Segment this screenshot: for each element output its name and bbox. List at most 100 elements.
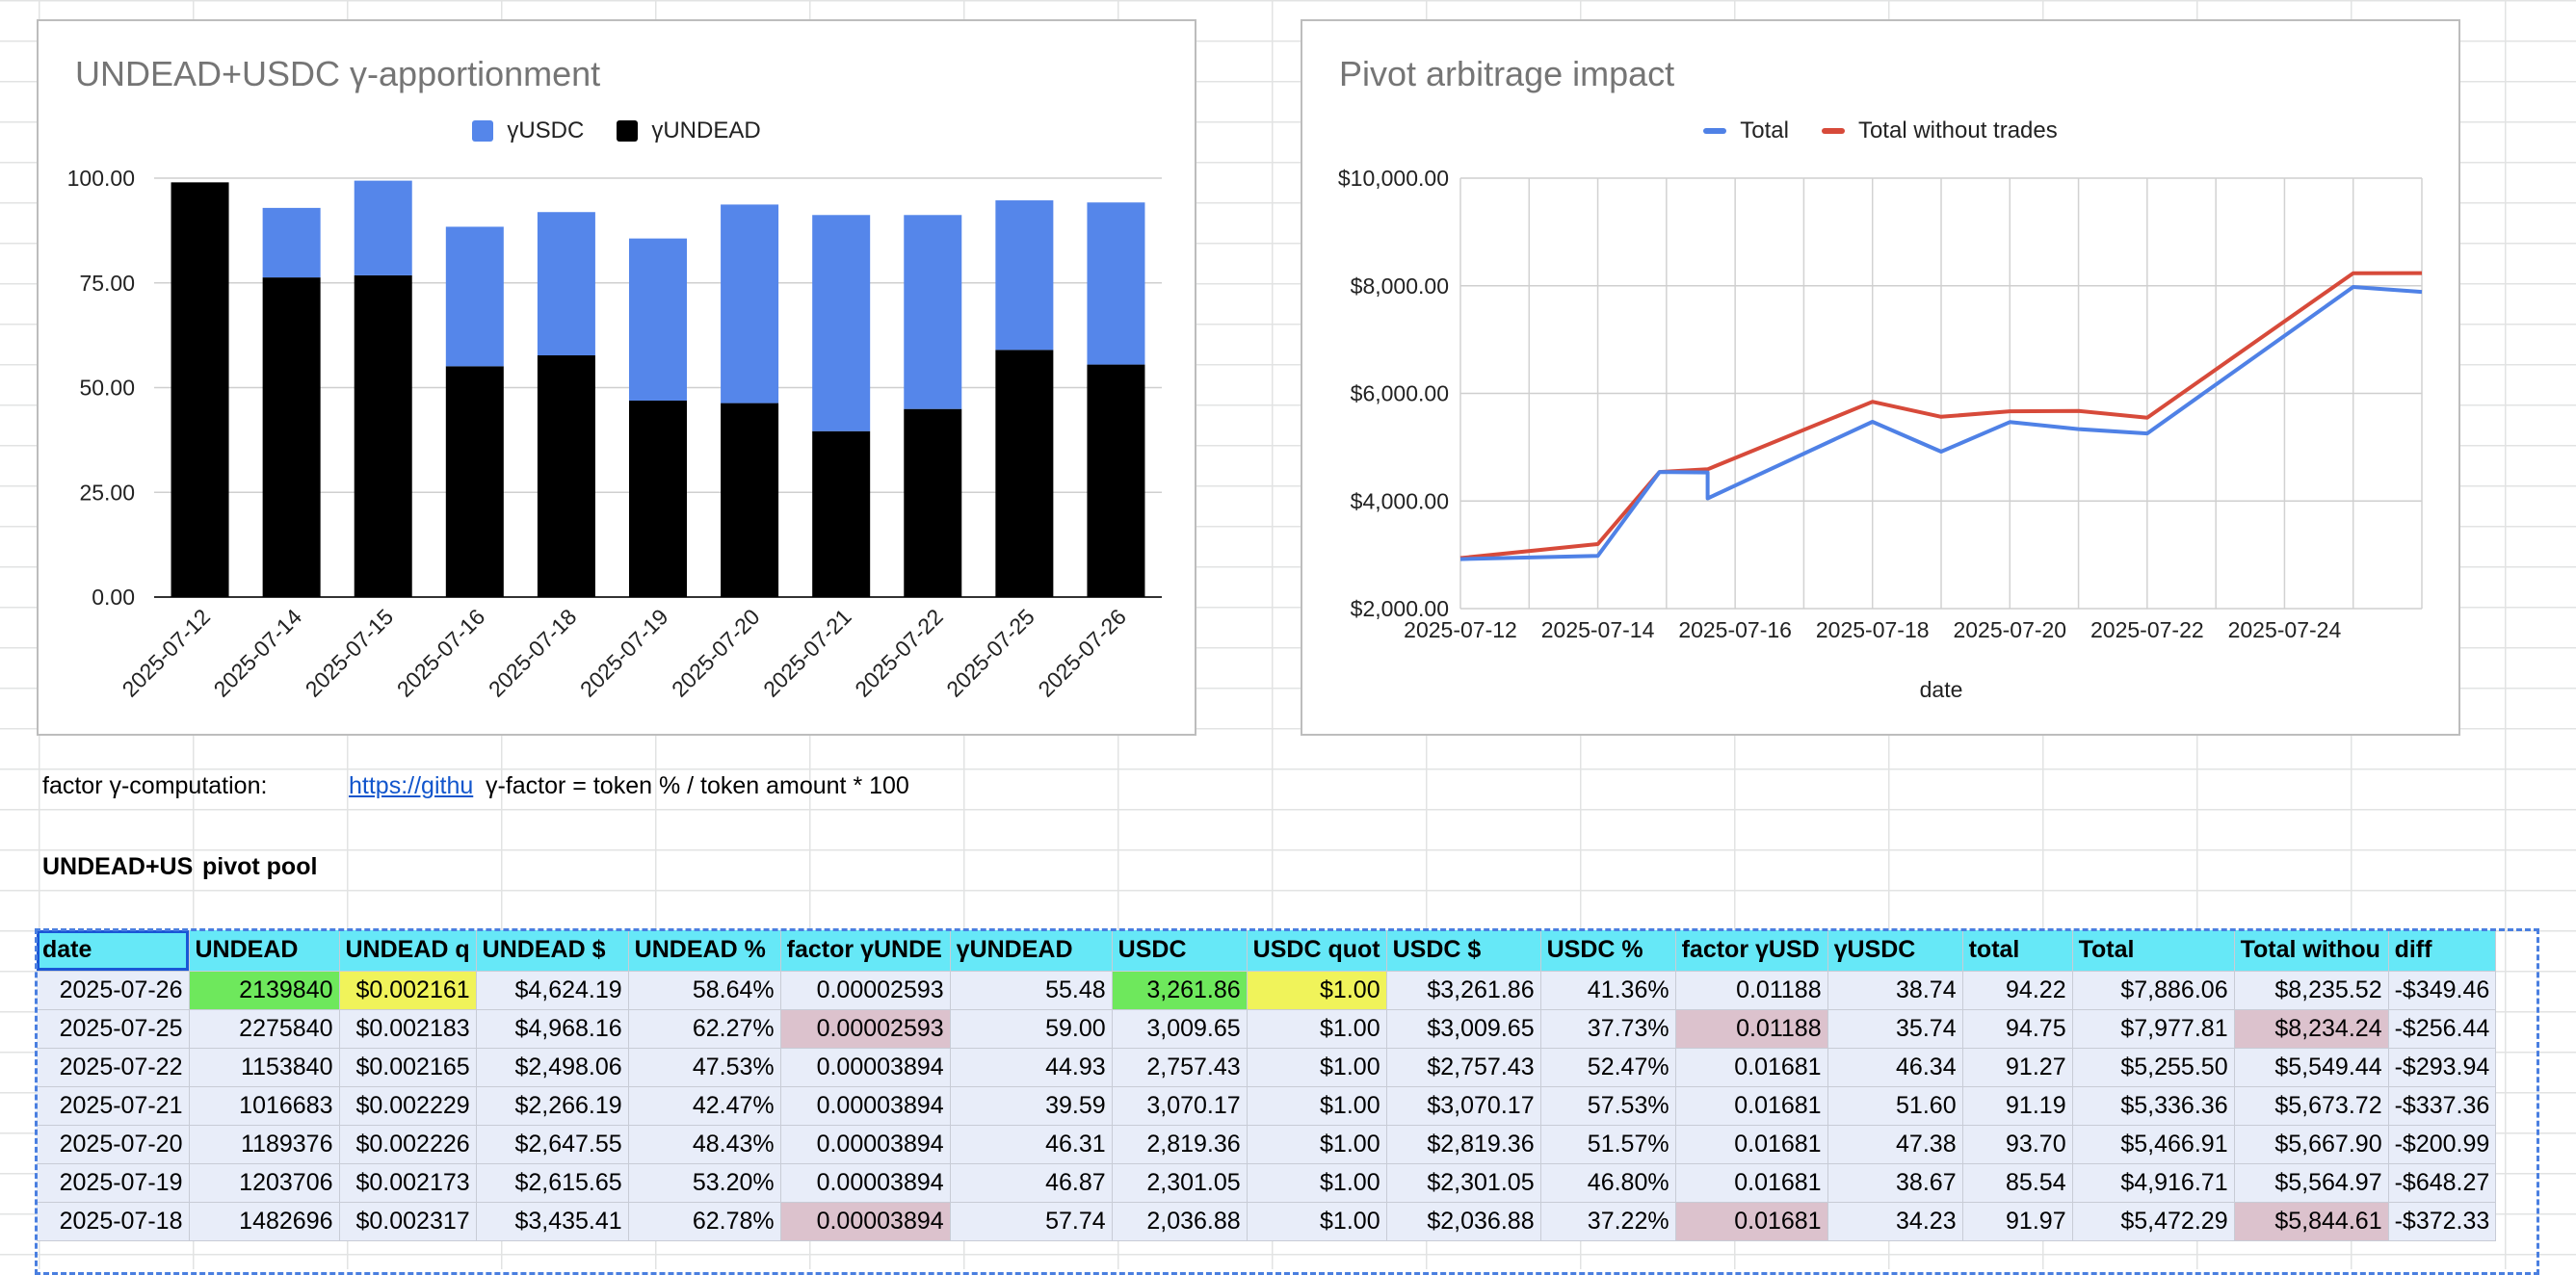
table-cell[interactable]: 2,819.36 [1112, 1125, 1248, 1164]
table-cell[interactable]: 91.97 [1962, 1202, 2073, 1241]
table-cell[interactable]: 1482696 [189, 1202, 340, 1241]
table-cell[interactable]: 2,757.43 [1112, 1048, 1248, 1087]
table-cell[interactable]: 0.00002593 [780, 1009, 951, 1049]
table-cell[interactable]: 51.57% [1540, 1125, 1676, 1164]
table-cell[interactable]: 38.74 [1827, 971, 1963, 1010]
table-cell[interactable]: 34.23 [1827, 1202, 1963, 1241]
table-cell[interactable]: 59.00 [950, 1009, 1113, 1049]
table-cell[interactable]: $2,819.36 [1386, 1125, 1541, 1164]
factor-formula-cell[interactable]: γ-factor = token % / token amount * 100 [486, 772, 909, 799]
column-header[interactable]: USDC [1112, 930, 1248, 972]
table-cell[interactable]: 2025-07-19 [37, 1163, 190, 1203]
table-cell[interactable]: -$337.36 [2388, 1086, 2497, 1126]
table-cell[interactable]: 46.31 [950, 1125, 1113, 1164]
table-cell[interactable]: 0.01681 [1675, 1163, 1828, 1203]
column-header[interactable]: Total [2072, 930, 2235, 972]
table-cell[interactable]: 2025-07-26 [37, 971, 190, 1010]
table-cell[interactable]: $2,266.19 [476, 1086, 629, 1126]
column-header[interactable]: USDC % [1540, 930, 1676, 972]
table-cell[interactable]: 1203706 [189, 1163, 340, 1203]
table-cell[interactable]: 52.47% [1540, 1048, 1676, 1087]
column-header[interactable]: UNDEAD q [339, 930, 477, 972]
table-cell[interactable]: $2,498.06 [476, 1048, 629, 1087]
table-cell[interactable]: 0.00003894 [780, 1163, 951, 1203]
table-cell[interactable]: $1.00 [1247, 971, 1387, 1010]
pool-label-cell-b[interactable]: pivot pool [202, 853, 318, 880]
table-cell[interactable]: 0.01188 [1675, 971, 1828, 1010]
table-cell[interactable]: 91.19 [1962, 1086, 2073, 1126]
table-cell[interactable]: 46.34 [1827, 1048, 1963, 1087]
table-cell[interactable]: -$293.94 [2388, 1048, 2497, 1087]
table-cell[interactable]: 47.53% [628, 1048, 781, 1087]
table-cell[interactable]: $3,261.86 [1386, 971, 1541, 1010]
table-cell[interactable]: 51.60 [1827, 1086, 1963, 1126]
table-cell[interactable]: $3,009.65 [1386, 1009, 1541, 1049]
table-cell[interactable]: 0.01681 [1675, 1202, 1828, 1241]
table-cell[interactable]: 1153840 [189, 1048, 340, 1087]
column-header[interactable]: factor γUSD [1675, 930, 1828, 972]
column-header[interactable]: USDC $ [1386, 930, 1541, 972]
table-cell[interactable]: 62.78% [628, 1202, 781, 1241]
table-cell[interactable]: 1016683 [189, 1086, 340, 1126]
column-header[interactable]: UNDEAD $ [476, 930, 629, 972]
table-cell[interactable]: $1.00 [1247, 1009, 1387, 1049]
table-cell[interactable]: $0.002226 [339, 1125, 477, 1164]
column-header[interactable]: γUSDC [1827, 930, 1963, 972]
table-cell[interactable]: $5,466.91 [2072, 1125, 2235, 1164]
table-cell[interactable]: 35.74 [1827, 1009, 1963, 1049]
table-cell[interactable]: $0.002173 [339, 1163, 477, 1203]
bar-chart-gamma-apportionment[interactable]: UNDEAD+USDC γ-apportionment γUSDC γUNDEA… [37, 19, 1196, 736]
table-cell[interactable]: 58.64% [628, 971, 781, 1010]
table-cell[interactable]: 57.74 [950, 1202, 1113, 1241]
table-cell[interactable]: $0.002183 [339, 1009, 477, 1049]
pool-label-cell[interactable]: UNDEAD+US [42, 853, 193, 880]
table-cell[interactable]: 93.70 [1962, 1125, 2073, 1164]
table-cell[interactable]: 37.73% [1540, 1009, 1676, 1049]
line-chart-pivot-arbitrage[interactable]: Pivot arbitrage impact Total Total witho… [1301, 19, 2460, 736]
table-cell[interactable]: 0.00003894 [780, 1125, 951, 1164]
table-cell[interactable]: $1.00 [1247, 1086, 1387, 1126]
table-cell[interactable]: -$349.46 [2388, 971, 2497, 1010]
table-cell[interactable]: 53.20% [628, 1163, 781, 1203]
table-cell[interactable]: $0.002161 [339, 971, 477, 1010]
column-header[interactable]: UNDEAD % [628, 930, 781, 972]
table-cell[interactable]: 0.01188 [1675, 1009, 1828, 1049]
table-cell[interactable]: 55.48 [950, 971, 1113, 1010]
column-header[interactable]: Total withou [2234, 930, 2389, 972]
table-cell[interactable]: 48.43% [628, 1125, 781, 1164]
table-cell[interactable]: $8,234.24 [2234, 1009, 2389, 1049]
table-cell[interactable]: 62.27% [628, 1009, 781, 1049]
table-cell[interactable]: 44.93 [950, 1048, 1113, 1087]
table-cell[interactable]: $1.00 [1247, 1048, 1387, 1087]
table-cell[interactable]: 2025-07-18 [37, 1202, 190, 1241]
table-cell[interactable]: $3,070.17 [1386, 1086, 1541, 1126]
table-cell[interactable]: $1.00 [1247, 1163, 1387, 1203]
table-cell[interactable]: $4,968.16 [476, 1009, 629, 1049]
table-cell[interactable]: 3,009.65 [1112, 1009, 1248, 1049]
table-cell[interactable]: $0.002229 [339, 1086, 477, 1126]
table-cell[interactable]: -$372.33 [2388, 1202, 2497, 1241]
table-cell[interactable]: 38.67 [1827, 1163, 1963, 1203]
table-cell[interactable]: 39.59 [950, 1086, 1113, 1126]
table-cell[interactable]: $2,615.65 [476, 1163, 629, 1203]
table-cell[interactable]: -$200.99 [2388, 1125, 2497, 1164]
table-cell[interactable]: 2,301.05 [1112, 1163, 1248, 1203]
column-header[interactable]: total [1962, 930, 2073, 972]
table-cell[interactable]: $7,886.06 [2072, 971, 2235, 1010]
table-cell[interactable]: 2025-07-21 [37, 1086, 190, 1126]
factor-label-cell[interactable]: factor γ-computation: [42, 772, 268, 799]
table-cell[interactable]: $3,435.41 [476, 1202, 629, 1241]
table-cell[interactable]: 1189376 [189, 1125, 340, 1164]
table-cell[interactable]: 94.22 [1962, 971, 2073, 1010]
table-cell[interactable]: $1.00 [1247, 1202, 1387, 1241]
table-cell[interactable]: $5,667.90 [2234, 1125, 2389, 1164]
table-cell[interactable]: 2025-07-22 [37, 1048, 190, 1087]
table-cell[interactable]: $7,977.81 [2072, 1009, 2235, 1049]
table-cell[interactable]: $5,255.50 [2072, 1048, 2235, 1087]
table-cell[interactable]: $5,472.29 [2072, 1202, 2235, 1241]
table-cell[interactable]: 91.27 [1962, 1048, 2073, 1087]
table-cell[interactable]: 2275840 [189, 1009, 340, 1049]
table-cell[interactable]: 46.87 [950, 1163, 1113, 1203]
table-cell[interactable]: 41.36% [1540, 971, 1676, 1010]
column-header[interactable]: date [37, 930, 190, 972]
